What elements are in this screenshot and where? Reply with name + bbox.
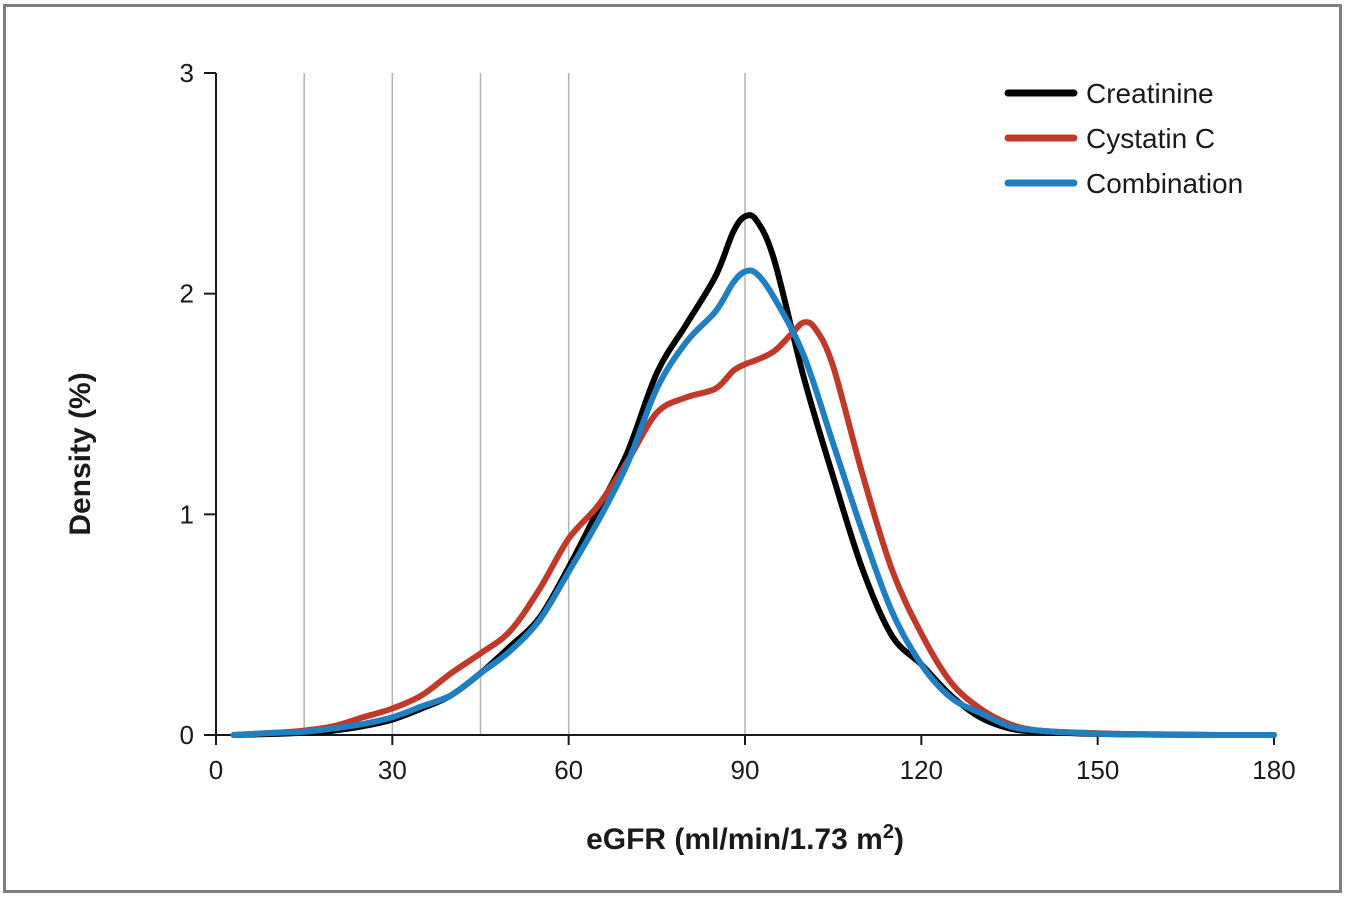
x-tick-label: 120 bbox=[900, 755, 943, 785]
x-tick-label: 60 bbox=[554, 755, 583, 785]
y-axis-title: Density (%) bbox=[64, 372, 97, 535]
figure-frame bbox=[3, 4, 1342, 893]
reference-lines bbox=[303, 73, 746, 735]
x-tick-label: 90 bbox=[731, 755, 760, 785]
legend: Creatinine Cystatin C Combination bbox=[1004, 78, 1243, 199]
x-tick-label: 150 bbox=[1076, 755, 1119, 785]
x-axis-title: eGFR (ml/min/1.73 m2) bbox=[586, 821, 904, 856]
y-tick-label: 1 bbox=[180, 499, 194, 529]
y-tick-label: 3 bbox=[180, 58, 194, 88]
y-tick-label: 2 bbox=[180, 279, 194, 309]
x-axis-title-superscript: 2 bbox=[883, 821, 894, 843]
y-tick-label: 0 bbox=[180, 720, 194, 750]
y-axis-ticks: 0 1 2 3 bbox=[180, 58, 216, 750]
series-lines bbox=[230, 212, 1277, 739]
x-tick-label: 30 bbox=[378, 755, 407, 785]
series-line-creatinine bbox=[230, 212, 1277, 739]
series-line-cystatin-c bbox=[230, 319, 1277, 739]
series-line-combination bbox=[230, 267, 1277, 739]
x-axis-ticks: 0 30 60 90 120 150 180 bbox=[209, 735, 1296, 785]
legend-label-combination: Combination bbox=[1086, 168, 1243, 199]
x-tick-label: 0 bbox=[209, 755, 223, 785]
legend-label-creatinine: Creatinine bbox=[1086, 78, 1214, 109]
x-tick-label: 180 bbox=[1252, 755, 1295, 785]
legend-label-cystatin-c: Cystatin C bbox=[1086, 123, 1215, 154]
